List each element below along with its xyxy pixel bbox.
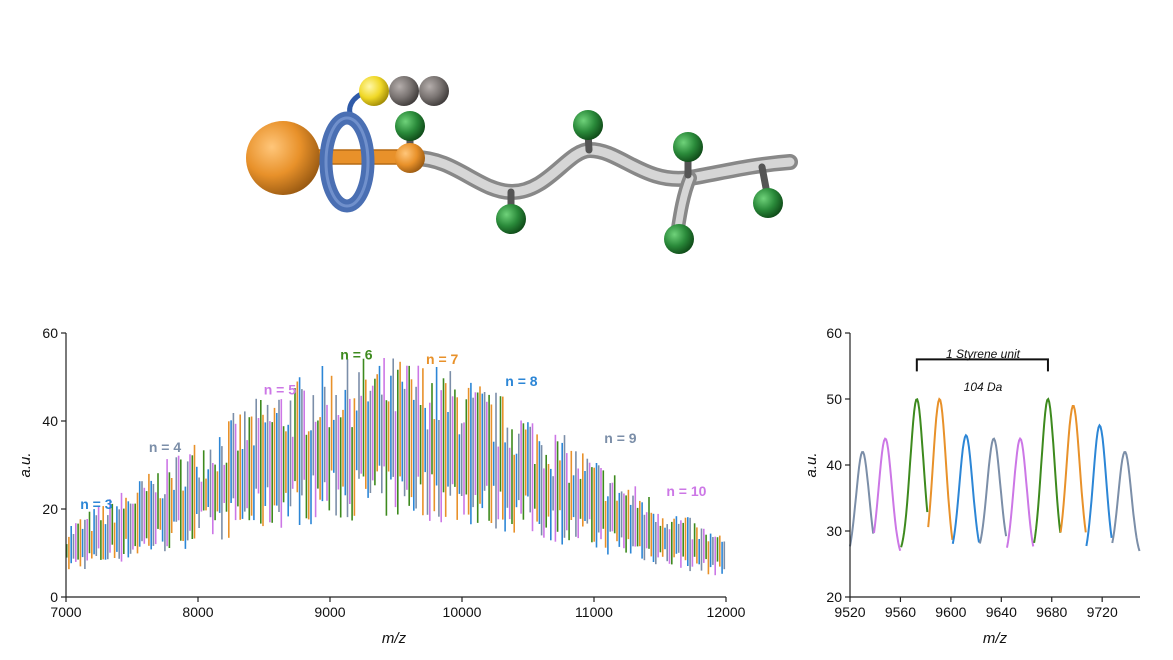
- series-label: n = 9: [604, 430, 637, 446]
- x-tick-label: 9000: [314, 604, 345, 620]
- stopper-sphere: [246, 121, 320, 195]
- x-tick-label: 9640: [986, 604, 1017, 620]
- x-tick-label: 10000: [443, 604, 482, 620]
- y-tick-label: 20: [826, 589, 842, 605]
- spectrum-peak: [1111, 451, 1141, 552]
- x-tick-label: 8000: [182, 604, 213, 620]
- y-tick-label: 0: [50, 589, 58, 605]
- y-tick-label: 30: [826, 523, 842, 539]
- x-axis-label: m/z: [382, 630, 407, 647]
- annotation-line2: 104 Da: [964, 380, 1003, 394]
- axes: 9520 9560 9600 9640 9680 9720 20 30 40 50 60: [826, 325, 1140, 620]
- x-tick-label: 9680: [1036, 604, 1067, 620]
- rotaxane-polymer-illustration: [246, 76, 798, 254]
- mass-spectrum-zoom: 9520 9560 9600 9640 9680 9720 20 30 40 50 60 1 Sty…: [803, 325, 1141, 647]
- side-groups: [395, 110, 783, 254]
- yellow-bead: [359, 76, 389, 106]
- y-tick-label: 20: [42, 501, 58, 517]
- y-tick-label: 40: [826, 457, 842, 473]
- x-tick-label: 9560: [885, 604, 916, 620]
- junction-bead: [395, 143, 425, 173]
- mass-spectrum-full: 7000 8000 9000 10000 11000 12000 0 20 40 60 n = 3…: [17, 325, 746, 647]
- x-tick-label: 12000: [707, 604, 746, 620]
- grey-bead: [389, 76, 419, 106]
- x-tick-label: 9720: [1087, 604, 1118, 620]
- spectrum-peak: [978, 437, 1008, 544]
- y-tick-label: 60: [42, 325, 58, 341]
- annotation-line1: 1 Styrene unit: [946, 347, 1021, 361]
- x-axis-label: m/z: [983, 630, 1008, 647]
- y-tick-label: 50: [826, 391, 842, 407]
- y-tick-label: 60: [826, 325, 842, 341]
- series-label: n = 7: [426, 351, 459, 367]
- spectrum-peak: [849, 451, 875, 547]
- x-tick-label: 9520: [834, 604, 865, 620]
- spectrum-peak: [927, 397, 954, 541]
- spectrum-peak: [1059, 405, 1087, 533]
- styrene-annotation: 1 Styrene unit 104 Da: [915, 347, 1049, 394]
- spectrum-peak: [900, 397, 929, 548]
- series-label: n = 4: [149, 439, 182, 455]
- series-label: n = 10: [666, 483, 706, 499]
- plot-area: [65, 358, 726, 576]
- spectrum-peak: [1085, 423, 1113, 547]
- series-label: n = 5: [264, 382, 297, 398]
- series-label: n = 3: [80, 496, 113, 512]
- y-axis-label: a.u.: [17, 452, 34, 477]
- axes: 7000 8000 9000 10000 11000 12000 0 20 40 60: [42, 325, 745, 620]
- spectrum-peak: [873, 437, 902, 552]
- spectrum-peak: [951, 433, 980, 544]
- x-tick-label: 9600: [935, 604, 966, 620]
- x-tick-label: 11000: [575, 604, 613, 620]
- plot-area: [849, 397, 1141, 552]
- series-label: n = 6: [340, 346, 373, 362]
- grey-bead: [419, 76, 449, 106]
- x-tick-label: 7000: [50, 604, 81, 620]
- series-label: n = 8: [505, 373, 538, 389]
- y-tick-label: 40: [42, 413, 58, 429]
- y-axis-label: a.u.: [803, 452, 820, 477]
- annotation-bracket: [915, 358, 1049, 372]
- spectrum-peak: [1033, 397, 1062, 544]
- series-labels: n = 3 n = 4 n = 5 n = 6 n = 7 n = 8 n = 9 n = 1…: [80, 346, 706, 512]
- spectrum-peak: [1006, 436, 1035, 548]
